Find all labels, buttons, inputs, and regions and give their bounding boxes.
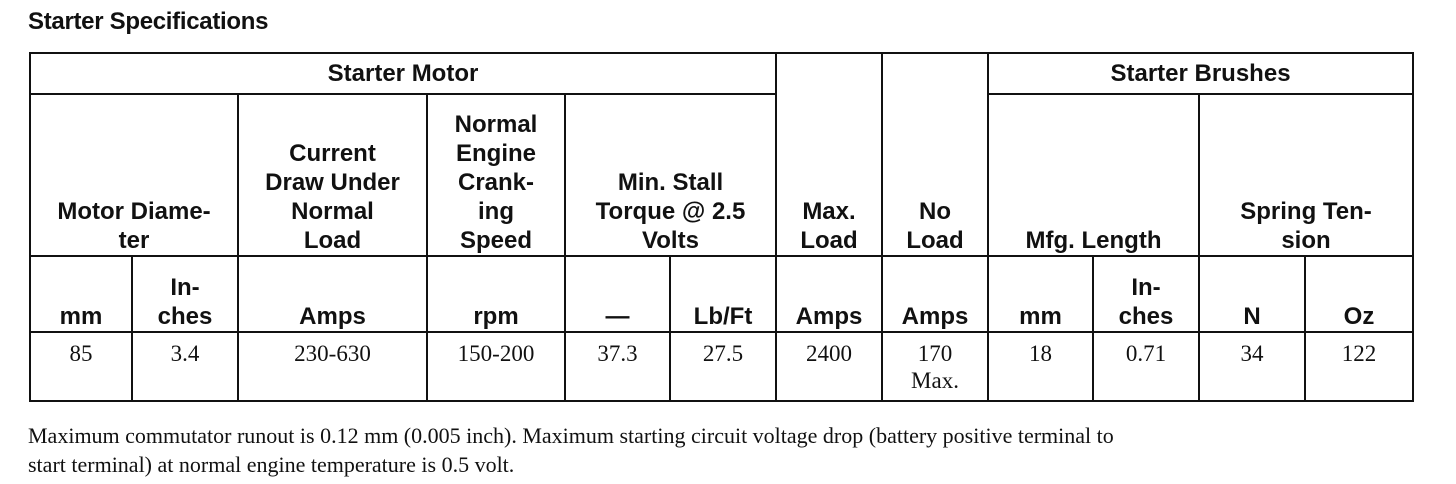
unit-diameter-inches: In-ches	[131, 255, 239, 333]
value-diameter-inches: 3.4	[131, 331, 239, 402]
value-stall-torque-lbft: 27.5	[669, 331, 777, 402]
value-no-load: 170 Max.	[881, 331, 989, 402]
unit-max-load-amps: Amps	[775, 255, 883, 333]
starter-spec-table: Starter Motor Max. Load No Load Starter Br…	[29, 52, 1415, 402]
group-header-starter-motor: Starter Motor	[29, 52, 777, 95]
unit-current-amps: Amps	[237, 255, 428, 333]
unit-length-mm: mm	[987, 255, 1094, 333]
unit-diameter-mm: mm	[29, 255, 133, 333]
value-max-load: 2400	[775, 331, 883, 402]
table-row: 85 3.4 230-630 150-200 37.3 27.5 2400 17…	[29, 331, 1415, 402]
col-header-cranking-speed: Normal Engine Crank-ing Speed	[426, 93, 566, 257]
unit-tension-n: N	[1198, 255, 1306, 333]
footnote: Maximum commutator runout is 0.12 mm (0.…	[28, 421, 1438, 479]
col-header-current-draw: Current Draw Under Normal Load	[237, 93, 428, 257]
col-header-motor-diameter: Motor Diame-ter	[29, 93, 239, 257]
group-header-starter-brushes: Starter Brushes	[986, 52, 1415, 95]
unit-length-inches: In-ches	[1092, 255, 1200, 333]
value-stall-torque: 37.3	[564, 331, 671, 402]
unit-torque-dash: —	[564, 255, 671, 333]
value-tension-oz: 122	[1303, 331, 1415, 402]
unit-torque-lbft: Lb/Ft	[669, 255, 777, 333]
unit-tension-oz: Oz	[1303, 255, 1415, 333]
col-header-stall-torque: Min. Stall Torque @ 2.5 Volts	[564, 93, 777, 257]
value-current-draw: 230-630	[237, 331, 428, 402]
page-title: Starter Specifications	[28, 8, 269, 35]
col-header-spring-tension: Spring Ten-sion	[1197, 93, 1415, 257]
value-diameter-mm: 85	[29, 331, 133, 402]
col-header-no-load: No Load	[881, 52, 989, 257]
value-length-inches: 0.71	[1092, 331, 1200, 402]
value-cranking-speed: 150-200	[426, 331, 566, 402]
unit-speed-rpm: rpm	[426, 255, 566, 333]
value-tension-n: 34	[1198, 331, 1306, 402]
footnote-line: start terminal) at normal engine tempera…	[28, 452, 515, 477]
footnote-line: Maximum commutator runout is 0.12 mm (0.…	[28, 423, 1114, 448]
col-header-max-load: Max. Load	[775, 52, 883, 257]
col-header-mfg-length: Mfg. Length	[987, 93, 1200, 257]
value-length-mm: 18	[987, 331, 1094, 402]
unit-no-load-amps: Amps	[881, 255, 989, 333]
